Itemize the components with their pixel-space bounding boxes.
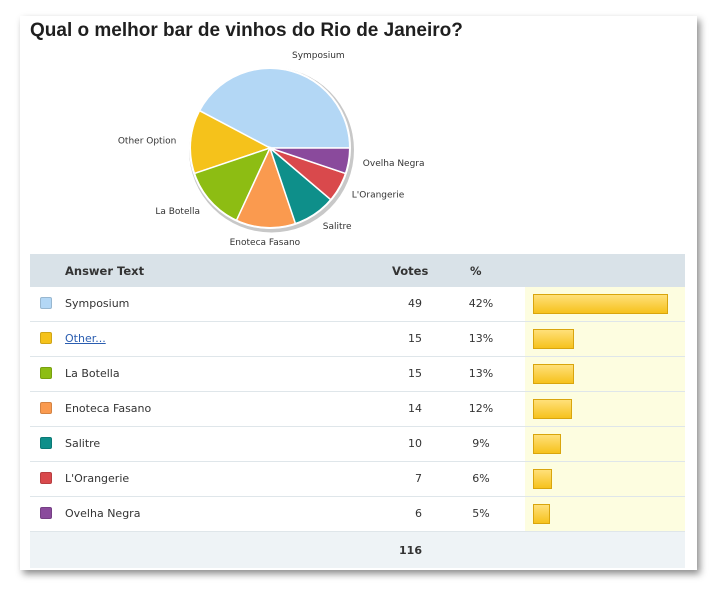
results-table: Answer Text Votes % Symposium 49 42% Other.… (30, 254, 685, 568)
color-swatch (40, 402, 52, 414)
total-votes: 116 (399, 544, 422, 557)
result-bar (533, 329, 574, 349)
table-row: Other... 15 13% (30, 322, 685, 357)
pie-label: Salitre (323, 222, 352, 232)
table-row: Symposium 49 42% (30, 287, 685, 322)
pie-chart: Symposium Other Option La Botella Enoteca F… (118, 51, 425, 248)
vote-percent: 13% (468, 332, 494, 345)
vote-count: 15 (408, 332, 422, 345)
color-swatch (40, 472, 52, 484)
color-swatch (40, 367, 52, 379)
header-votes: Votes (392, 264, 429, 278)
color-swatch (40, 507, 52, 519)
vote-count: 10 (408, 437, 422, 450)
bar-cell (525, 357, 685, 391)
header-answer-text: Answer Text (65, 264, 145, 278)
result-bar (533, 294, 668, 314)
pie-label: Other Option (118, 136, 176, 146)
answer-label: Ovelha Negra (65, 507, 141, 520)
answer-label: La Botella (65, 367, 120, 380)
vote-percent: 12% (468, 402, 494, 415)
pie-rim (189, 67, 351, 229)
vote-count: 6 (415, 507, 422, 520)
table-footer: 116 (30, 532, 685, 568)
bar-cell (525, 287, 685, 321)
vote-count: 15 (408, 367, 422, 380)
color-swatch (40, 297, 52, 309)
result-bar (533, 469, 552, 489)
header-percent: % (470, 264, 482, 278)
result-bar (533, 434, 561, 454)
table-row: La Botella 15 13% (30, 357, 685, 392)
table-row: L'Orangerie 7 6% (30, 462, 685, 497)
vote-percent: 42% (468, 297, 494, 310)
page-title: Qual o melhor bar de vinhos do Rio de Ja… (30, 20, 463, 41)
table-body: Symposium 49 42% Other... 15 13% La Botella 15 1… (30, 287, 685, 532)
answer-label: Enoteca Fasano (65, 402, 152, 415)
color-swatch (40, 332, 52, 344)
table-row: Ovelha Negra 6 5% (30, 497, 685, 532)
bar-cell (525, 392, 685, 426)
answer-label: Symposium (65, 297, 130, 310)
color-swatch (40, 437, 52, 449)
vote-percent: 5% (472, 507, 490, 520)
vote-count: 49 (408, 297, 422, 310)
table-row: Salitre 10 9% (30, 427, 685, 462)
result-bar (533, 504, 550, 524)
vote-count: 14 (408, 402, 422, 415)
pie-label: Ovelha Negra (363, 159, 425, 169)
table-header: Answer Text Votes % (30, 254, 685, 287)
bar-cell (525, 497, 685, 531)
vote-percent: 9% (472, 437, 490, 450)
vote-percent: 13% (468, 367, 494, 380)
bar-cell (525, 427, 685, 461)
vote-count: 7 (415, 472, 422, 485)
pie-label: La Botella (155, 207, 200, 217)
bar-cell (525, 462, 685, 496)
result-bar (533, 364, 574, 384)
answer-label: Salitre (65, 437, 101, 450)
vote-percent: 6% (472, 472, 490, 485)
answer-label: L'Orangerie (65, 472, 130, 485)
result-bar (533, 399, 572, 419)
other-answers-link[interactable]: Other... (65, 332, 106, 345)
table-row: Enoteca Fasano 14 12% (30, 392, 685, 427)
bar-cell (525, 322, 685, 356)
poll-results-card: Qual o melhor bar de vinhos do Rio de Ja… (20, 16, 697, 570)
pie-label: L'Orangerie (352, 190, 405, 200)
pie-label: Enoteca Fasano (230, 238, 301, 248)
pie-label: Symposium (292, 51, 345, 61)
